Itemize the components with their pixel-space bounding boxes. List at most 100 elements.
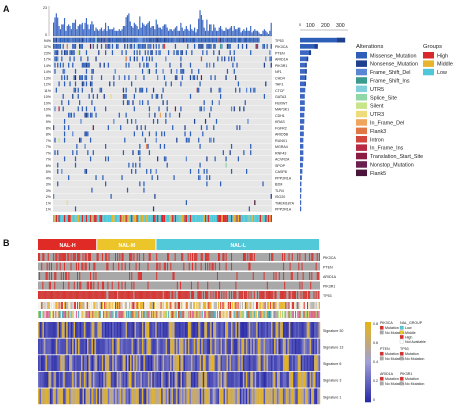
heatmap-cell: [146, 388, 149, 405]
mutation-cell: [217, 56, 219, 62]
right-axis-tick: 200: [321, 23, 330, 29]
heatmap-cell: [82, 388, 85, 405]
mini-legend-label: No Mutation: [385, 382, 404, 386]
annotation-cell: [242, 311, 245, 318]
heatmap-cell: [262, 355, 264, 371]
annotation-cell: [265, 311, 267, 318]
mutation-cell: [125, 50, 127, 56]
mutation-cell: [151, 175, 153, 181]
group-cell: [222, 215, 225, 222]
heatmap-cell: [311, 388, 313, 405]
mutation-cell: [206, 50, 208, 56]
mutation-cell: [128, 62, 130, 68]
mutation-cell: [66, 75, 68, 81]
heatmap-cell: [250, 355, 252, 371]
mutation-cell: [85, 81, 88, 87]
heatmap-cell: [312, 355, 315, 371]
annotation-cell: [223, 311, 225, 318]
heatmap-cell: [119, 338, 122, 355]
mutation-cell: [107, 37, 109, 43]
heatmap-cell: [110, 322, 113, 338]
mutation-cell: [141, 100, 144, 106]
annotation-cell: [155, 302, 157, 309]
heatmap-cell: [98, 371, 101, 388]
groups-legend-title: Groups: [423, 44, 442, 50]
heatmap-cell: [179, 355, 181, 371]
group-cell: [218, 215, 220, 222]
annotation-cell: [260, 311, 262, 318]
track-mutation-cell: [280, 291, 282, 299]
heatmap-cell: [150, 322, 153, 338]
mutation-cell: [200, 43, 203, 49]
annotation-cell: [233, 302, 235, 309]
annotation-cell: [45, 311, 47, 318]
heatmap-cell: [116, 322, 119, 338]
annotation-cell: [249, 311, 251, 318]
heatmap-cell: [57, 371, 59, 388]
sample-bar: [251, 32, 253, 36]
heatmap-cell: [54, 371, 57, 388]
annotation-cell: [83, 311, 85, 318]
track-mutation-cell: [129, 253, 131, 261]
group-cell: [163, 215, 166, 222]
heatmap-cell: [75, 322, 77, 338]
mutation-cell: [244, 37, 246, 43]
heatmap-cell: [282, 338, 285, 355]
annotation-cell: [121, 302, 123, 309]
heatmap-cell: [70, 338, 73, 355]
annotation-cell: [208, 302, 210, 309]
heatmap-cell: [100, 322, 103, 338]
annotation-cell: [101, 311, 104, 318]
heatmap-cell: [134, 388, 137, 405]
annotation-cell: [278, 311, 280, 318]
heatmap-cell: [189, 338, 192, 355]
heatmap-cell: [174, 371, 177, 388]
heatmap-cell: [217, 371, 220, 388]
sample-bar: [125, 17, 127, 36]
heatmap-cell: [115, 371, 117, 388]
heatmap-cell: [299, 388, 301, 405]
mutation-cell: [157, 156, 159, 162]
mutation-cell: [254, 200, 256, 206]
annotation-cell: [285, 311, 287, 318]
mutation-cell: [81, 75, 83, 81]
track-mutation-cell: [266, 281, 268, 290]
heatmap-cell: [251, 371, 254, 388]
heatmap-cell: [58, 322, 61, 338]
annotation-cell: [254, 302, 257, 309]
annotation-cell: [38, 302, 40, 309]
heatmap-cell: [279, 355, 282, 371]
track-mutation-cell: [185, 291, 187, 299]
track-mutation-cell: [261, 291, 263, 299]
heatmap-cell: [73, 322, 76, 338]
track-mutation-cell: [133, 253, 135, 261]
annotation-cell: [258, 302, 260, 309]
mutation-cell: [263, 43, 266, 49]
mutation-cell: [214, 37, 216, 43]
heatmap-cell: [156, 322, 159, 338]
track-mutation-cell: [48, 262, 50, 271]
sample-bar: [237, 27, 239, 36]
group-cell: [219, 215, 222, 222]
heatmap-cell: [271, 355, 273, 371]
heatmap-cell: [180, 322, 183, 338]
mutation-cell: [128, 100, 130, 106]
heatmap-cell: [314, 388, 316, 405]
mutation-cell: [57, 62, 59, 68]
track-mutation-cell: [41, 291, 43, 299]
track-mutation-cell: [60, 253, 62, 261]
mutation-cell: [165, 156, 167, 162]
annotation-cell: [196, 311, 198, 318]
track-mutation-cell: [253, 253, 255, 261]
top-axis-zero: 0: [45, 33, 47, 37]
mutation-cell: [244, 100, 246, 106]
mutation-cell: [203, 106, 205, 112]
mutation-cell: [72, 131, 74, 137]
mutation-cell: [219, 87, 222, 93]
annotation-cell: [137, 311, 139, 318]
heatmap-cell: [236, 371, 239, 388]
annotation-cell: [234, 302, 236, 309]
annotation-cell: [237, 302, 239, 309]
annotation-cell: [211, 302, 213, 309]
heatmap-cell: [153, 322, 156, 338]
